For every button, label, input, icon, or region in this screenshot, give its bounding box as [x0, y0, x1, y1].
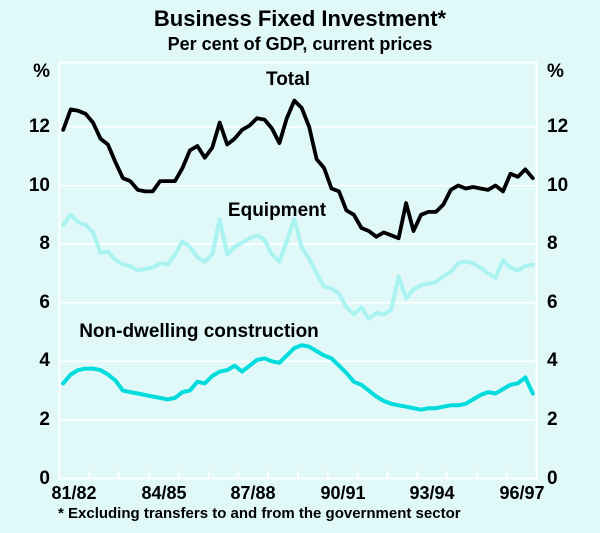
series-label-equipment: Equipment — [227, 200, 327, 221]
y-axis-label-right-12: 12 — [547, 116, 569, 137]
y-axis-label-left-8: 8 — [39, 233, 50, 254]
series-label-total: Total — [266, 69, 310, 90]
y-axis-unit-right: % — [547, 61, 564, 82]
x-axis-label-90-91: 90/91 — [320, 483, 366, 503]
plot-border — [58, 61, 538, 480]
non-dwelling-construction-line — [61, 343, 535, 412]
x-axis-label-87-88: 87/88 — [230, 483, 276, 503]
footnote: * Excluding transfers to and from the go… — [58, 505, 461, 522]
y-axis-label-left-4: 4 — [39, 350, 50, 371]
equipment-line — [61, 212, 535, 321]
y-axis-label-right-4: 4 — [547, 350, 558, 371]
y-axis-label-left-0: 0 — [39, 468, 50, 489]
x-axis-label-93-94: 93/94 — [409, 483, 455, 503]
total-line — [61, 98, 535, 241]
y-axis-label-right-2: 2 — [547, 409, 558, 430]
series-label-non-dwelling: Non-dwelling construction — [79, 321, 319, 342]
y-axis-label-right-0: 0 — [547, 468, 558, 489]
y-axis-label-right-6: 6 — [547, 292, 558, 313]
y-axis-label-left-10: 10 — [28, 175, 50, 196]
chart-title: Business Fixed Investment* — [153, 6, 447, 31]
y-axis-label-right-10: 10 — [547, 175, 569, 196]
x-axis-label-96-97: 96/97 — [499, 483, 545, 503]
y-axis-label-left-12: 12 — [28, 116, 50, 137]
x-axis-label-81-82: 81/82 — [51, 483, 97, 503]
y-axis-label-left-2: 2 — [39, 409, 50, 430]
y-axis-label-right-8: 8 — [547, 233, 558, 254]
y-axis-unit-left: % — [33, 61, 50, 82]
y-axis-label-left-6: 6 — [39, 292, 50, 313]
x-axis-label-84-85: 84/85 — [141, 483, 187, 503]
chart-subtitle: Per cent of GDP, current prices — [167, 34, 433, 54]
